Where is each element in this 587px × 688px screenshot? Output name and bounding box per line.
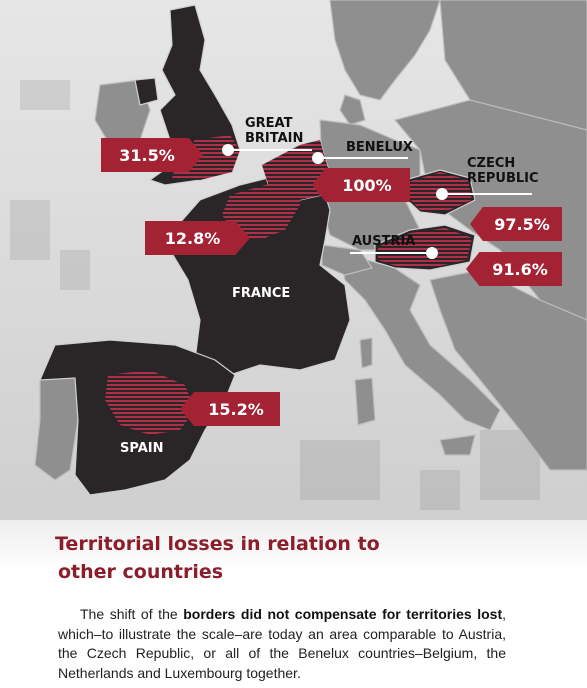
sardinia (354, 377, 376, 426)
balkans (429, 269, 587, 471)
spain-loss-area (105, 370, 195, 435)
austria-loss-area (378, 228, 472, 268)
france-label: FRANCE (232, 286, 291, 301)
northern-ireland-shape (134, 77, 159, 106)
great-britain-percentage-badge: 31.5% (101, 138, 203, 172)
austria-percentage-badge: 91.6% (466, 252, 562, 286)
corsica (359, 337, 373, 369)
spain-percentage-badge: 15.2% (180, 392, 280, 426)
france-loss-area (222, 180, 300, 240)
heading-line-2: other countries (58, 561, 224, 583)
great-britain-label-line1: GREAT (245, 116, 293, 131)
czech-republic-label-line2: REPUBLIC (467, 171, 539, 186)
great-britain-leader-dot (222, 144, 234, 156)
spain-label: SPAIN (120, 441, 164, 456)
body-rest: , which–to illustrate the scale–are toda… (58, 606, 507, 681)
france-percentage-badge: 12.8% (145, 221, 250, 255)
czech-republic-label: CZECH REPUBLIC (467, 156, 539, 186)
benelux-leader-dot (312, 152, 324, 164)
body-intro: The shift of the (80, 606, 184, 622)
body-paragraph: The shift of the borders did not compens… (58, 605, 506, 683)
italy (339, 254, 501, 431)
czech-republic-leader-dot (436, 188, 448, 200)
sicily (439, 434, 476, 456)
czech-republic-percentage-badge: 97.5% (470, 207, 562, 241)
benelux-percentage-badge: 100% (312, 168, 410, 202)
text-panel (0, 520, 587, 688)
scandinavia (329, 0, 441, 101)
great-britain-label-line2: BRITAIN (245, 131, 304, 146)
heading-line-1: Territorial losses in relation to (55, 533, 380, 555)
austria-leader-dot (426, 247, 438, 259)
denmark (339, 94, 366, 126)
benelux-label: BENELUX (346, 140, 413, 155)
czech-republic-label-line1: CZECH (467, 156, 516, 171)
body-bold-phrase: borders did not compensate for territori… (183, 606, 503, 622)
austria-label: AUSTRIA (352, 234, 416, 249)
great-britain-label: GREAT BRITAIN (245, 116, 303, 146)
